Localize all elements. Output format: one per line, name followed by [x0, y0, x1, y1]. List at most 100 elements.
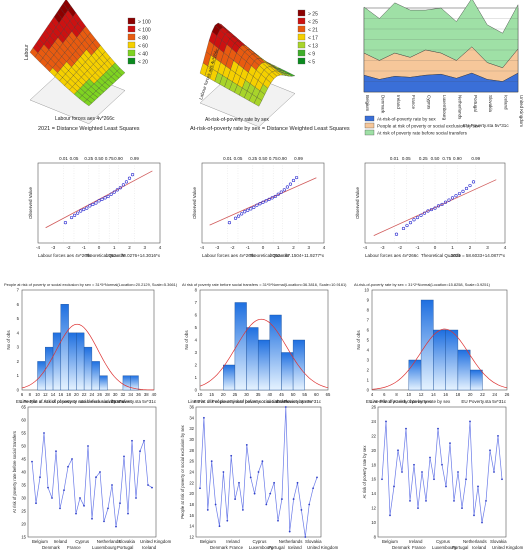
line-y-tick: 20 — [371, 448, 376, 453]
line-y-tick: 30 — [21, 496, 26, 501]
histogram-bar — [469, 369, 483, 391]
qq-point — [76, 211, 80, 215]
qq-x-tick: 0 — [262, 245, 265, 250]
line-x-label: France — [67, 545, 81, 550]
qq-point — [227, 221, 232, 225]
qq-point — [72, 213, 77, 217]
surface-plot-1 — [29, 0, 126, 125]
histogram-x-tick: 30 — [244, 392, 249, 397]
surface1-legend-label: < 20 — [138, 60, 148, 66]
qq-top-tick: 0.75 — [105, 156, 114, 161]
surface2-legend-swatch — [297, 17, 306, 25]
line-point — [238, 481, 240, 484]
line-point — [214, 503, 217, 506]
qq-xlabel-mid: Theoretical Quantile — [249, 253, 290, 258]
histogram-x-tick: 6 — [383, 392, 386, 397]
qq-x-tick: 2 — [469, 245, 472, 250]
line-point — [147, 484, 149, 486]
line-point — [67, 465, 69, 468]
line-point — [312, 487, 314, 490]
qq-point — [103, 196, 107, 200]
histogram-y-tick: 5 — [17, 316, 20, 321]
line-point — [119, 502, 121, 505]
histogram-xlabel: EU At-risk-of-poverty rate by sex — [366, 399, 432, 404]
line-x-label: Belgium — [200, 539, 216, 544]
line-y-tick: 22 — [189, 480, 194, 485]
qq-x-tick: 0 — [434, 245, 437, 250]
qq-point — [88, 204, 92, 208]
qq-point — [285, 185, 290, 189]
line-y-tick: 26 — [371, 405, 376, 410]
qq-point — [436, 204, 441, 208]
histogram-y-tick: 1 — [367, 378, 370, 383]
histogram-x-tick: 20 — [74, 392, 79, 397]
qq-top-tick: 0.75 — [269, 156, 278, 161]
line-plot-ylabel: At risk of poverty rate by sex — [362, 445, 367, 499]
histogram-x-tick: 14 — [51, 392, 56, 397]
qq-point — [294, 175, 299, 180]
surface-cell — [83, 99, 93, 107]
line-point — [87, 445, 89, 447]
histogram-x-tick: 26 — [97, 392, 102, 397]
qq-point — [97, 199, 101, 203]
area-category-label: Cyprus — [427, 95, 432, 110]
line-point — [381, 478, 383, 481]
histogram-x-tick: 20 — [221, 392, 226, 397]
line-point — [277, 519, 279, 522]
line-x-label: Denmark — [42, 545, 61, 550]
histogram-x-tick: 45 — [279, 392, 284, 397]
histogram-bar — [445, 329, 459, 391]
line-point — [501, 478, 503, 481]
qq-x-tick: -2 — [398, 245, 402, 250]
surface2-legend-swatch — [297, 41, 306, 49]
qq-point — [85, 206, 89, 210]
qq-point — [258, 202, 262, 206]
qq-xlabel-mid: Theoretical Quantile — [421, 253, 462, 258]
line-y-tick: 25 — [21, 509, 26, 514]
line-point — [429, 456, 431, 459]
histogram-bar — [99, 375, 108, 391]
surface1-legend-label: > 100 — [138, 20, 151, 26]
qq-point — [109, 192, 113, 196]
qq-top-tick: 0.99 — [294, 156, 303, 161]
histogram-x-tick: 10 — [198, 392, 203, 397]
line-plot-ylabel: People at risk of poverty or social excl… — [180, 424, 185, 518]
line-point — [206, 509, 209, 511]
histogram-y-tick: 6 — [367, 328, 370, 333]
line-y-tick: 20 — [189, 491, 194, 496]
qq-point — [419, 213, 423, 217]
histogram-x-tick: 18 — [66, 392, 71, 397]
histogram-title: At risk of poverty rate before social tr… — [182, 282, 347, 287]
line-y-tick: 65 — [21, 405, 26, 410]
qq-fit-line — [209, 177, 317, 226]
surface1-legend-label: < 80 — [138, 36, 148, 42]
line-y-tick: 40 — [21, 470, 26, 475]
area-category-label: France — [411, 95, 416, 110]
qq-point — [276, 192, 280, 196]
line-point — [265, 503, 268, 506]
histogram-bar — [223, 364, 236, 391]
line-point — [71, 458, 73, 460]
line-y-tick: 10 — [371, 520, 376, 525]
qq-x-tick: 1 — [451, 245, 454, 250]
histogram-normal-curve — [21, 323, 154, 391]
qq-x-tick: 3 — [486, 245, 489, 250]
histogram-y-tick: 5 — [367, 338, 370, 343]
area-note: EU Poverty.sta 5v*31c — [463, 123, 509, 128]
line-point — [59, 507, 61, 510]
line-plot-frame — [377, 406, 507, 538]
line-point — [261, 460, 264, 463]
qq-point — [433, 206, 437, 210]
qq-x-tick: 4 — [504, 245, 507, 250]
qq-point — [447, 198, 451, 202]
line-point — [230, 454, 233, 457]
line-plot-title: Line Plot of At risk of poverty rate bef… — [20, 399, 132, 404]
qq-point — [461, 189, 465, 193]
line-y-tick: 60 — [21, 418, 26, 423]
qq-top-tick: 0.99 — [130, 156, 139, 161]
qq-point — [282, 188, 286, 192]
line-point — [39, 476, 41, 479]
histogram-x-tick: 8 — [395, 392, 398, 397]
qq-ylabel: Observed Value — [192, 187, 197, 219]
